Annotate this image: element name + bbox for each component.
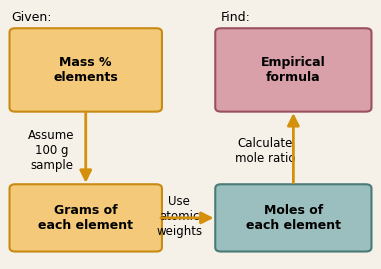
Text: Find:: Find:	[221, 11, 251, 24]
Text: Use
atomic
weights: Use atomic weights	[156, 195, 202, 238]
FancyBboxPatch shape	[215, 184, 371, 252]
Text: Grams of
each element: Grams of each element	[38, 204, 133, 232]
FancyBboxPatch shape	[10, 184, 162, 252]
Text: Given:: Given:	[11, 11, 52, 24]
Text: Mass %
elements: Mass % elements	[53, 56, 118, 84]
FancyBboxPatch shape	[10, 28, 162, 112]
Text: Empirical
formula: Empirical formula	[261, 56, 326, 84]
Text: Calculate
mole ratio: Calculate mole ratio	[235, 137, 295, 165]
FancyBboxPatch shape	[215, 28, 371, 112]
Text: Assume
100 g
sample: Assume 100 g sample	[28, 129, 75, 172]
Text: Moles of
each element: Moles of each element	[246, 204, 341, 232]
